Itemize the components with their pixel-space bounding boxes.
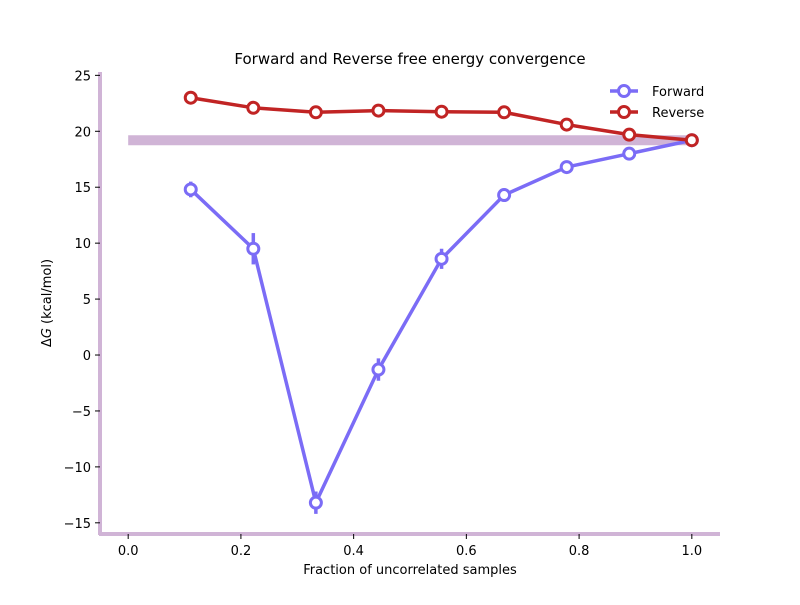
data-point [622,127,637,142]
x-tick-label: 1.0 [681,544,702,559]
data-point [371,103,386,118]
data-point [246,100,261,115]
legend-label: Reverse [652,106,704,121]
y-tick-label: 20 [74,125,91,140]
x-tick-label: 0.6 [456,544,477,559]
y-tick-label: 15 [74,181,91,196]
legend-marker [617,105,631,119]
y-tick-label: 10 [74,237,91,252]
data-point [308,105,323,120]
data-point [684,133,699,148]
data-point [308,495,323,510]
x-tick-label: 0.0 [118,544,139,559]
data-point [497,105,512,120]
data-point [183,182,198,197]
y-tick-label: 0 [83,349,91,364]
data-point [559,117,574,132]
x-tick-label: 0.4 [343,544,364,559]
data-point [434,251,449,266]
legend-label: Forward [652,85,704,100]
y-tick-label: −15 [64,517,91,532]
data-point [371,362,386,377]
data-point [622,146,637,161]
data-point [497,188,512,203]
series-line-forward [189,138,693,505]
chart-title: Forward and Reverse free energy converge… [234,50,585,68]
data-point [434,104,449,119]
y-tick-label: 5 [83,293,91,308]
data-point [183,90,198,105]
y-axis-label: ΔG (kcal/mol) [40,259,55,347]
y-tick-label: 25 [74,69,91,84]
y-tick-label: −10 [64,461,91,476]
series-line-reverse [190,96,692,142]
data-point [246,241,261,256]
data-point [559,160,574,175]
y-axis-label-variable: G [40,328,55,338]
x-tick-label: 0.8 [569,544,590,559]
x-tick-label: 0.2 [231,544,252,559]
y-axis-label-units: (kcal/mol) [40,259,55,328]
x-axis-label: Fraction of uncorrelated samples [303,563,517,578]
y-tick-label: −5 [72,405,91,420]
y-axis-label-prefix: Δ [40,338,55,347]
legend-marker [617,84,631,98]
